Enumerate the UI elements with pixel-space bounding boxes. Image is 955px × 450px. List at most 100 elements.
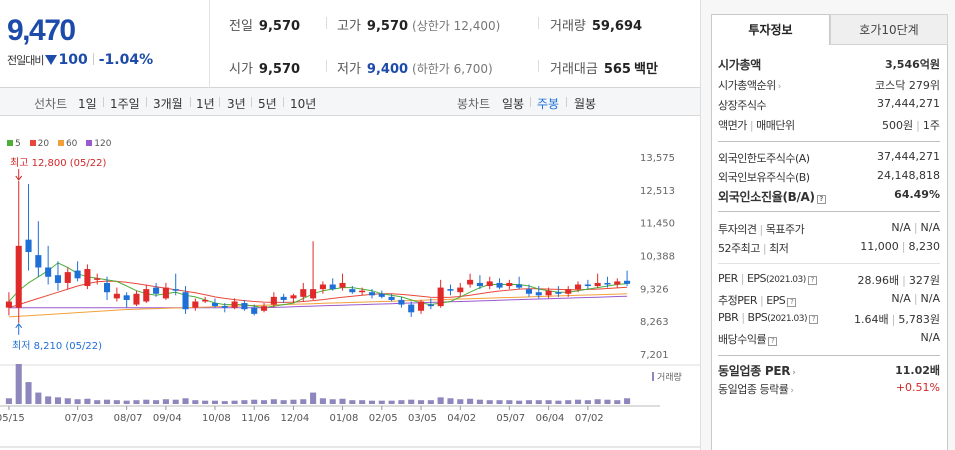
candle-body <box>202 299 209 302</box>
bps-label: BPS <box>747 311 768 324</box>
help-icon[interactable]: ? <box>768 337 778 346</box>
low-arrow-head <box>15 322 23 329</box>
current-price-block: 9,470 전일대비 100 -1.04% <box>0 0 210 88</box>
candle-body <box>84 269 91 287</box>
ma5-line <box>8 262 628 309</box>
amount-value: 565 <box>603 62 631 77</box>
divider <box>538 17 539 29</box>
period-1d[interactable]: 1일 <box>78 97 97 111</box>
upper-limit: (상한가 12,400) <box>412 19 501 33</box>
candle-body <box>349 289 356 293</box>
volume-bar <box>555 400 562 404</box>
lower-limit: (하한가 6,700) <box>412 62 493 76</box>
volume-bar <box>525 400 533 404</box>
y-tick-label: 9,326 <box>640 284 669 295</box>
candle-body <box>64 272 71 283</box>
period-1w[interactable]: 1주일 <box>110 97 140 111</box>
candle-body <box>614 281 621 285</box>
volume-label: 거래량 <box>550 19 586 34</box>
dividend-row: 배당수익률? N/A <box>718 331 940 349</box>
sector-change-row[interactable]: 동일업종 등락률 › +0.51% <box>718 381 940 399</box>
sector-change-value: +0.51% <box>895 381 940 394</box>
low-label: 저가 <box>337 62 361 77</box>
candle-body <box>251 307 258 314</box>
period-1y[interactable]: 1년 <box>196 97 215 111</box>
chart-legend: 5 20 60 120 <box>7 139 117 149</box>
volume-bar <box>211 400 219 404</box>
low-price: 저가 9,400 (하한가 6,700) <box>337 58 493 77</box>
candle-monthly[interactable]: 월봉 <box>574 97 597 111</box>
candle-body <box>133 293 140 305</box>
volume-bar <box>506 400 513 404</box>
period-10y[interactable]: 10년 <box>290 97 317 111</box>
chevron-right-icon: › <box>790 386 794 396</box>
y-tick-label: 12,513 <box>640 186 675 197</box>
volume-bar <box>25 382 32 404</box>
candle-weekly[interactable]: 주봉 <box>537 97 560 111</box>
volume-bar <box>486 400 493 404</box>
divider <box>251 97 252 107</box>
x-tick-label: 06/04 <box>536 413 565 424</box>
price-change: 전일대비 100 -1.04% <box>7 52 153 68</box>
candle-body <box>260 306 268 311</box>
period-5y[interactable]: 5년 <box>258 97 277 111</box>
x-tick-label: 01/08 <box>330 413 359 424</box>
candle-daily[interactable]: 일봉 <box>502 97 525 111</box>
x-tick-label: 05/15 <box>0 413 25 424</box>
candlestick-chart[interactable]: 13,575 12,513 11,450 10,388 9,326 8,263 7,201 최… <box>0 117 700 450</box>
market-cap-rank-row[interactable]: 시가총액순위 › 코스닥 279위 <box>718 77 940 95</box>
divider <box>92 53 94 65</box>
candle-body <box>624 280 631 284</box>
x-tick-label: 07/03 <box>65 413 94 424</box>
volume-bar <box>231 400 238 404</box>
per-value: 28.96배 <box>857 274 900 287</box>
help-icon[interactable]: ? <box>816 195 826 204</box>
legend-ma120: 120 <box>86 139 111 149</box>
candle-body <box>447 289 454 291</box>
open-value: 9,570 <box>258 62 301 77</box>
volume-bar <box>319 398 326 404</box>
volume-bar <box>64 398 71 404</box>
sector-per-row[interactable]: 동일업종 PER › 11.02배 <box>718 362 940 380</box>
est-eps-label: EPS <box>766 294 786 307</box>
x-tick-label: 09/04 <box>153 413 182 424</box>
help-icon[interactable]: ? <box>787 298 797 307</box>
candle-body <box>408 304 415 313</box>
candle-body <box>319 284 326 290</box>
week52-high-label: 52주최고 <box>718 242 760 255</box>
volume-bar <box>133 400 140 404</box>
candle-body <box>241 303 248 310</box>
volume-bar <box>329 399 336 404</box>
market-cap-row: 시가총액 3,546억원 <box>718 56 940 74</box>
candle-body <box>417 301 425 311</box>
x-tick-label: 03/05 <box>408 413 437 424</box>
market-cap-label: 시가총액 <box>718 58 761 72</box>
candle-body <box>329 284 336 290</box>
volume-bar <box>172 399 179 404</box>
pbr-value: 1.64배 <box>854 313 889 326</box>
candle-body <box>516 284 523 288</box>
y-tick-label: 10,388 <box>640 252 675 263</box>
tab-investment-info[interactable]: 투자정보 <box>711 14 830 45</box>
market-cap-rank-value: 코스닥 279위 <box>875 79 940 92</box>
dividend-value: N/A <box>920 331 940 344</box>
tab-order-book[interactable]: 호가10단계 <box>830 14 948 45</box>
candle-body <box>398 299 405 305</box>
candle-body <box>359 290 366 293</box>
est-per-value: N/A <box>891 292 911 305</box>
volume-bar <box>162 399 169 404</box>
investment-info-panel: 투자정보 호가10단계 시가총액 3,546억원 시가총액순위 › 코스닥 279… <box>700 0 955 450</box>
divider <box>538 60 539 72</box>
volume-bar <box>388 400 395 404</box>
trade-amount: 거래대금 565 백만 <box>550 58 658 77</box>
period-3y[interactable]: 3년 <box>227 97 246 111</box>
period-3m[interactable]: 3개월 <box>153 97 183 111</box>
change-label: 전일대비 <box>7 54 44 67</box>
info-table: 시가총액 3,546억원 시가총액순위 › 코스닥 279위 상장주식수 37,4… <box>711 45 948 450</box>
candle-body <box>103 282 111 293</box>
candle-body <box>300 289 307 297</box>
help-icon[interactable]: ? <box>808 315 818 324</box>
help-icon[interactable]: ? <box>807 276 817 285</box>
candle-body <box>339 282 346 288</box>
volume-bar <box>153 400 160 404</box>
